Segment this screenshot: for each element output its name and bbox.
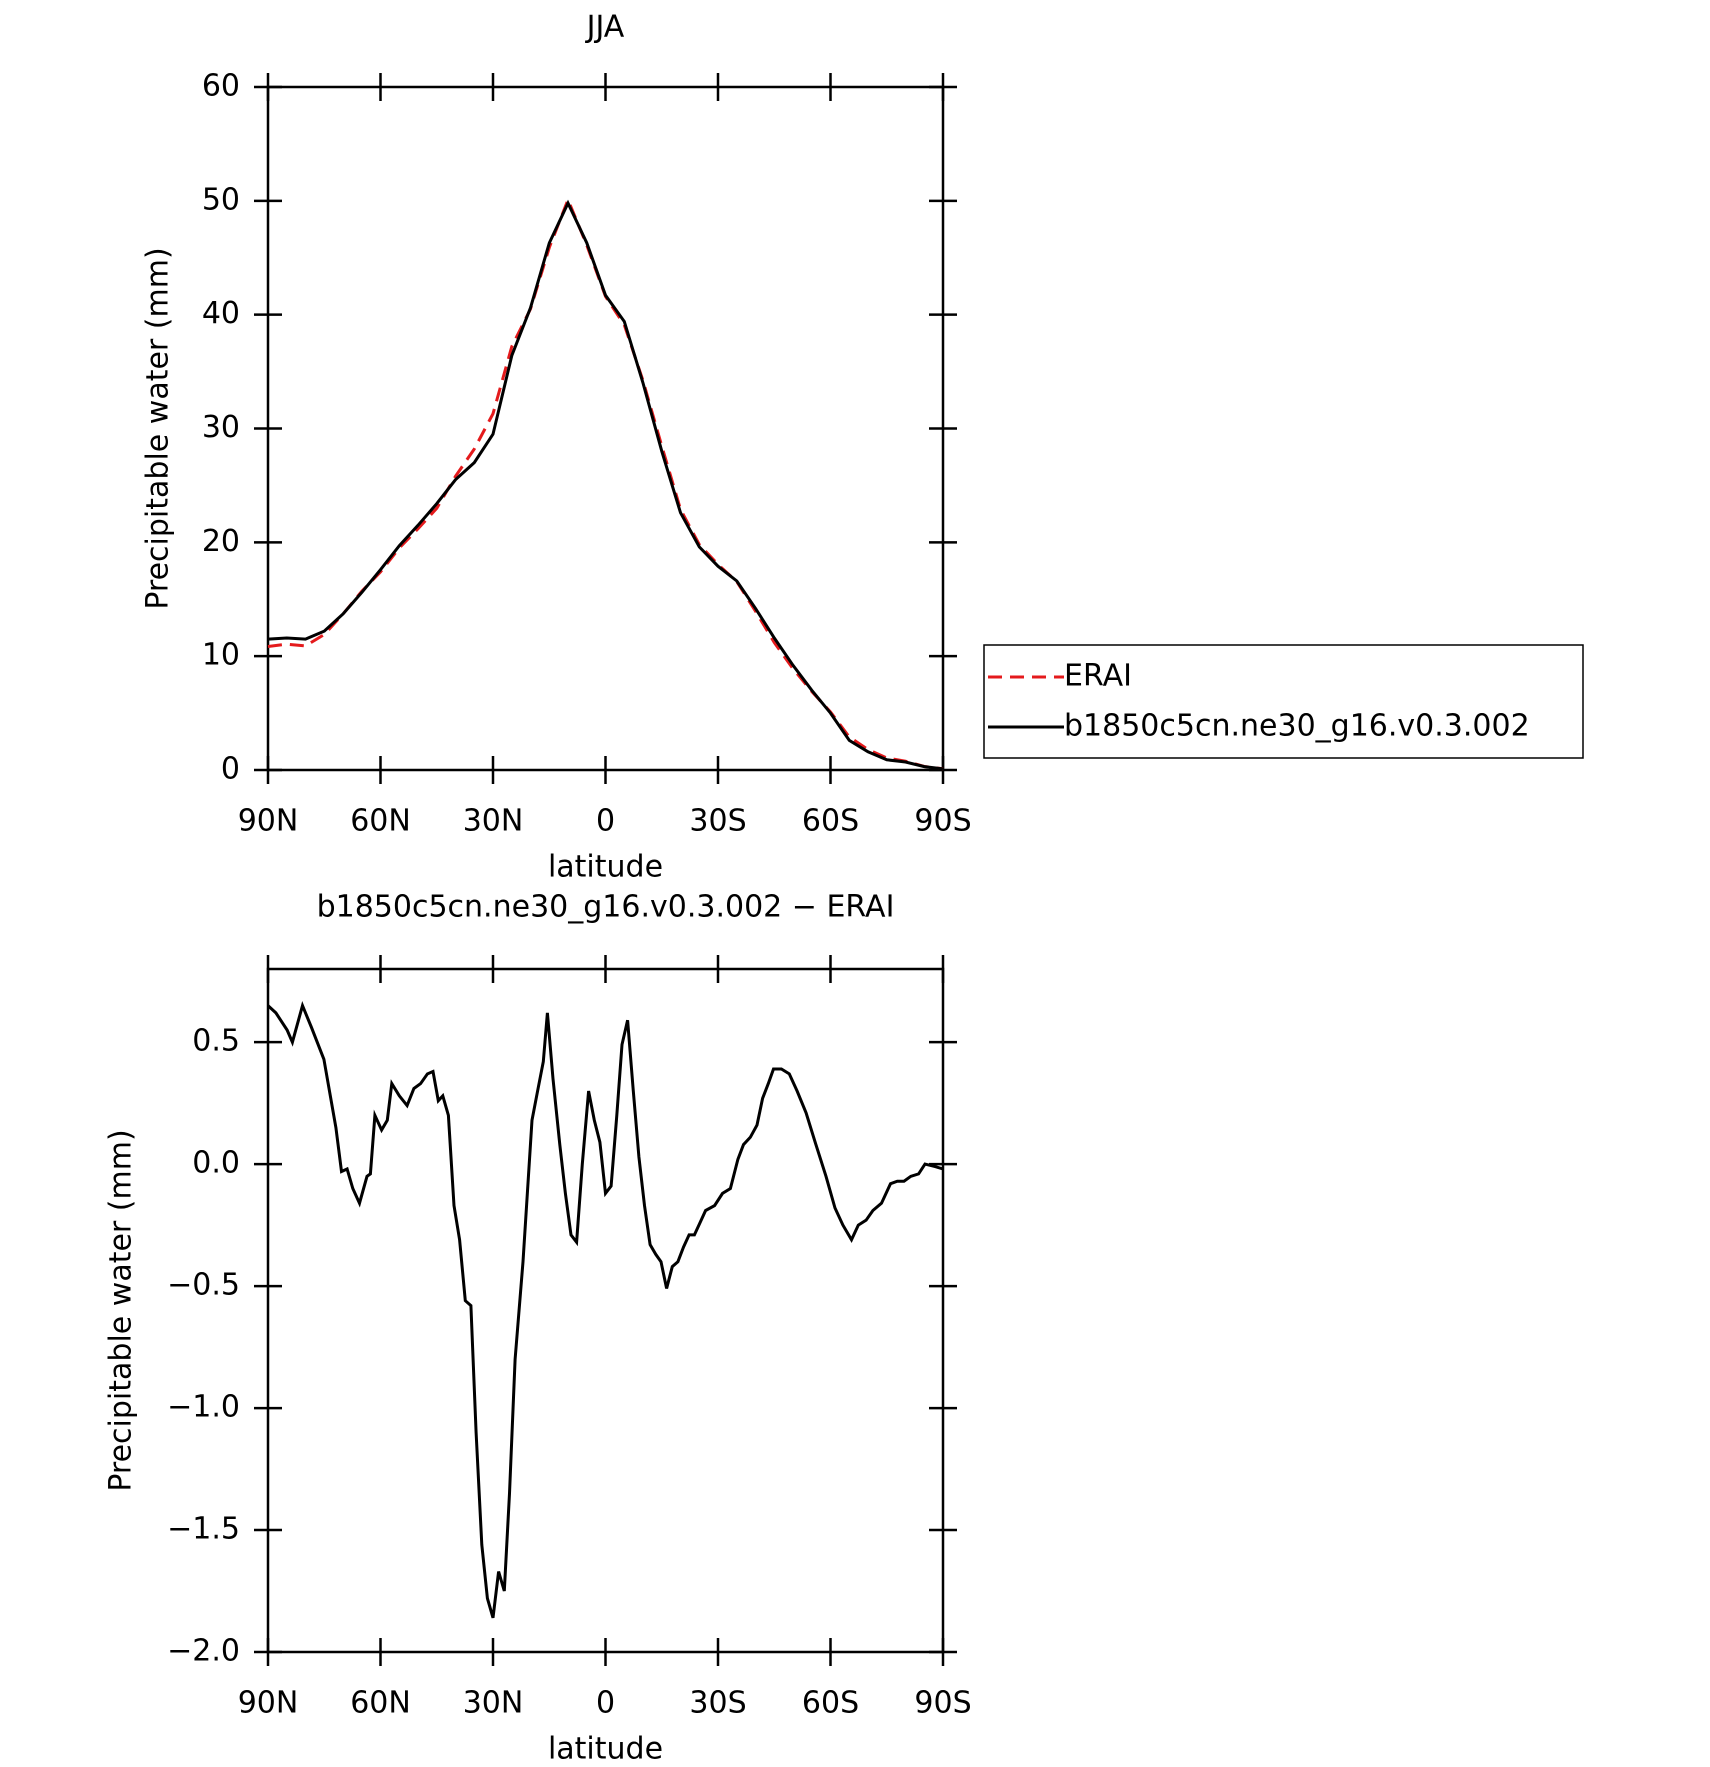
y-tick-label: 0.0 xyxy=(192,1146,240,1181)
x-axis-label: latitude xyxy=(548,850,663,885)
y-tick-label: 40 xyxy=(202,296,240,331)
x-tick-label: 90N xyxy=(238,1686,299,1721)
y-tick-label: 10 xyxy=(202,638,240,673)
x-tick-label: 60N xyxy=(350,804,411,839)
y-tick-label: 30 xyxy=(202,410,240,445)
x-tick-label: 60S xyxy=(802,1686,859,1721)
data-line xyxy=(266,1000,944,1619)
x-tick-label: 30N xyxy=(463,804,524,839)
x-tick-label: 30S xyxy=(689,1686,746,1721)
x-tick-label: 90S xyxy=(914,804,971,839)
x-tick-label: 60N xyxy=(350,1686,411,1721)
chart-title: JJA xyxy=(585,10,625,45)
legend-label: b1850c5cn.ne30_g16.v0.3.002 xyxy=(1064,709,1530,744)
y-tick-label: 60 xyxy=(202,69,240,104)
plot-frame xyxy=(266,85,945,772)
y-axis-label: Precipitable water (mm) xyxy=(104,1129,139,1491)
y-tick-label: 0.5 xyxy=(192,1024,240,1059)
y-tick-label: 20 xyxy=(202,524,240,559)
y-tick-label: −1.0 xyxy=(167,1390,240,1425)
legend-box xyxy=(983,644,1584,759)
x-axis-label: latitude xyxy=(548,1732,663,1767)
x-tick-label: 0 xyxy=(596,804,615,839)
y-axis-label: Precipitable water (mm) xyxy=(141,247,176,609)
chart-title: b1850c5cn.ne30_g16.v0.3.002 − ERAI xyxy=(317,890,895,925)
y-tick-label: −1.5 xyxy=(167,1512,240,1547)
y-tick-label: −2.0 xyxy=(167,1634,240,1669)
x-tick-label: 30S xyxy=(689,804,746,839)
legend-label: ERAI xyxy=(1064,659,1132,694)
x-tick-label: 0 xyxy=(596,1686,615,1721)
x-tick-label: 90S xyxy=(914,1686,971,1721)
data-line xyxy=(267,199,944,771)
x-tick-label: 90N xyxy=(238,804,299,839)
x-tick-label: 60S xyxy=(802,804,859,839)
plot-frame xyxy=(266,967,945,1654)
data-line xyxy=(267,195,944,771)
y-tick-label: −0.5 xyxy=(167,1268,240,1303)
x-tick-label: 30N xyxy=(463,1686,524,1721)
y-tick-label: 50 xyxy=(202,182,240,217)
y-tick-label: 0 xyxy=(221,752,240,787)
